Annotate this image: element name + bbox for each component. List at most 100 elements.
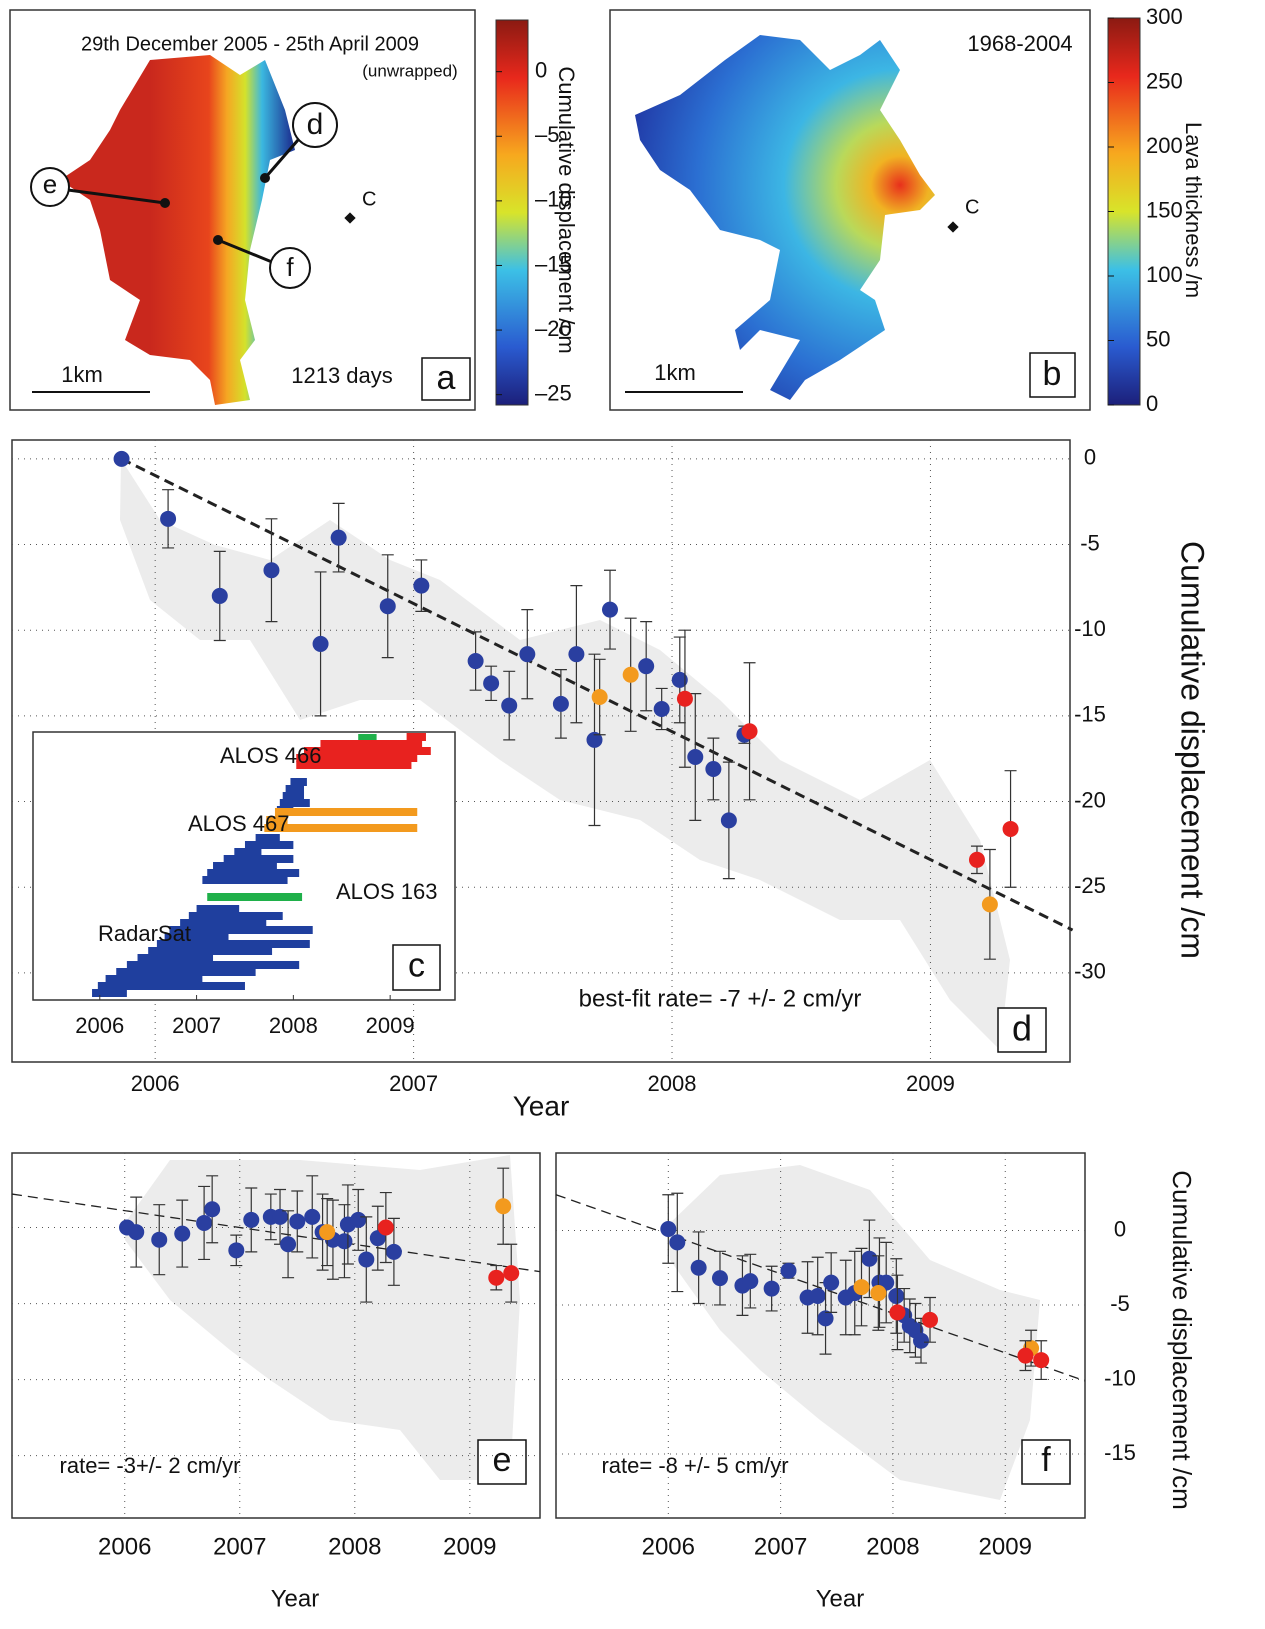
- panel-frame: [11, 1152, 541, 1519]
- data-point: [280, 1236, 297, 1253]
- data-point: [870, 1285, 887, 1302]
- lava-thickness-map: [635, 35, 935, 400]
- x-tick-label: 2009: [906, 1071, 955, 1096]
- interferogram-bar: [282, 792, 305, 800]
- data-point: [113, 450, 130, 467]
- data-point: [669, 1234, 686, 1251]
- x-tick-label: 2007: [389, 1071, 438, 1096]
- y-axis-title: Cumulative displacement /cm: [1175, 541, 1211, 959]
- colorbar-tick-label: 300: [1146, 4, 1183, 29]
- data-point: [128, 1224, 145, 1241]
- data-point: [763, 1280, 780, 1297]
- data-point: [228, 1242, 245, 1259]
- data-point: [488, 1269, 505, 1286]
- data-point: [160, 510, 177, 527]
- interferogram-bar: [148, 947, 273, 955]
- interferogram-bar: [116, 968, 256, 976]
- interferogram-bar: [244, 841, 294, 849]
- data-point: [211, 587, 228, 604]
- interferogram-bar: [207, 893, 303, 901]
- interferogram-bar: [406, 733, 426, 741]
- interferogram-bar: [202, 876, 288, 884]
- interferogram-bar: [285, 785, 305, 793]
- marker-label: e: [43, 169, 57, 199]
- x-axis-title: Year: [816, 1585, 865, 1612]
- data-point: [660, 1220, 677, 1237]
- data-point: [741, 723, 758, 740]
- data-point: [330, 529, 347, 546]
- data-point: [312, 635, 329, 652]
- panel-label-box: [421, 357, 471, 401]
- interferogram-bar: [126, 961, 300, 969]
- colorbar-tick-label: 0: [1146, 391, 1158, 416]
- panel-label: b: [1043, 355, 1062, 393]
- series-label: RadarSat: [98, 921, 191, 946]
- colorbar-tick-label: 50: [1146, 326, 1170, 351]
- data-point: [823, 1274, 840, 1291]
- map-subtitle: (unwrapped): [362, 61, 457, 80]
- interferogram-bar: [156, 940, 310, 948]
- panel-frame: [11, 439, 1071, 1063]
- lava-flow-map: [60, 55, 295, 405]
- x-tick-label: 2006: [75, 1013, 124, 1038]
- interferogram-bar: [137, 954, 214, 962]
- panel-frame: [555, 1152, 1086, 1519]
- marker-label: f: [286, 252, 294, 282]
- point-marker: [344, 212, 356, 224]
- series-label: ALOS 163: [336, 879, 438, 904]
- interferogram-bar: [234, 848, 262, 856]
- data-point: [720, 812, 737, 829]
- x-tick-label: 2009: [366, 1013, 415, 1038]
- y-tick-label: -10: [1074, 616, 1106, 641]
- fit-line: [555, 1194, 1086, 1382]
- y-tick-label: -5: [1110, 1291, 1130, 1316]
- data-point: [319, 1224, 336, 1241]
- colorbar-tick-label: 150: [1146, 197, 1183, 222]
- map-title: 1968-2004: [967, 31, 1072, 56]
- series-label: ALOS 467: [188, 811, 290, 836]
- data-point: [501, 697, 518, 714]
- interferogram-bar: [264, 824, 418, 832]
- panel-label-box: [392, 944, 441, 991]
- panel-label-box: [1021, 1439, 1071, 1485]
- y-axis-title: Cumulative displacement /cm: [1167, 1170, 1197, 1510]
- data-point: [591, 689, 608, 706]
- interferogram-bar: [223, 855, 294, 863]
- y-tick-label: -15: [1074, 702, 1106, 727]
- data-point: [1002, 820, 1019, 837]
- colorbar-tick-label: 100: [1146, 262, 1183, 287]
- interferogram-bar: [358, 734, 377, 742]
- data-point: [889, 1304, 906, 1321]
- x-tick-label: 2007: [213, 1533, 266, 1560]
- data-point: [780, 1262, 797, 1279]
- x-tick-label: 2009: [979, 1533, 1032, 1560]
- x-tick-label: 2008: [269, 1013, 318, 1038]
- x-axis-title: Year: [513, 1090, 570, 1121]
- data-point: [809, 1288, 826, 1305]
- callouts: [67, 139, 300, 264]
- x-tick-label: 2006: [131, 1071, 180, 1096]
- panel-label-box: [477, 1439, 527, 1485]
- data-point: [552, 695, 569, 712]
- data-point: [495, 1198, 512, 1215]
- interferogram-bar: [164, 933, 229, 941]
- interferogram-bar: [207, 869, 300, 877]
- interferogram-bar: [213, 862, 277, 870]
- data-point: [304, 1208, 321, 1225]
- data-point: [586, 731, 603, 748]
- data-point: [602, 601, 618, 618]
- colorbar-tick-label: –5: [535, 122, 559, 147]
- point-marker: [947, 221, 959, 233]
- x-tick-label: 2007: [754, 1533, 807, 1560]
- data-point: [289, 1213, 306, 1230]
- data-point: [676, 690, 693, 707]
- data-point: [196, 1214, 213, 1231]
- panel-frame: [609, 9, 1091, 411]
- panel-frame: [9, 9, 476, 411]
- data-point: [861, 1250, 878, 1267]
- panel-label: e: [493, 1441, 512, 1479]
- colorbar-tick-label: 200: [1146, 133, 1183, 158]
- data-point: [922, 1311, 939, 1328]
- interferogram-bar: [196, 905, 240, 913]
- data-point: [151, 1231, 168, 1248]
